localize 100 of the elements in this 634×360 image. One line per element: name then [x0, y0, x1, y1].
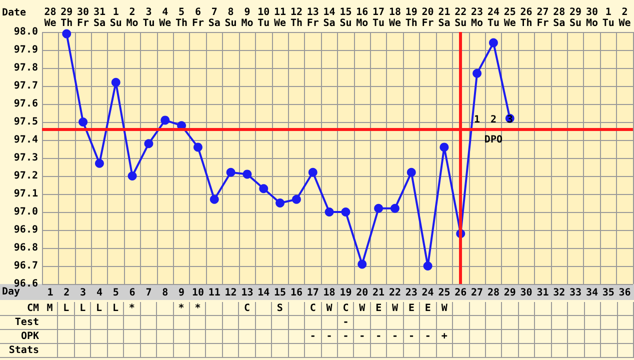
point	[128, 172, 137, 180]
x2-tick-label: 27	[471, 288, 484, 298]
category-label: Test	[14, 317, 39, 328]
x2-tick-label: 31	[536, 288, 549, 298]
point	[358, 260, 367, 269]
point	[210, 194, 219, 204]
x-tick-label: 22 Su	[454, 7, 467, 29]
point	[440, 142, 449, 152]
x2-tick-label: 2	[64, 288, 70, 298]
x2-tick-label: 35	[602, 288, 614, 298]
y-tick-label: 97.1	[14, 188, 38, 200]
text: L	[96, 303, 102, 314]
text: E	[376, 303, 382, 314]
annotation: 2	[490, 114, 496, 126]
x2-tick-label: 6	[129, 288, 136, 298]
x-tick-label: 29 Su	[570, 7, 582, 29]
y-tick-label: 97.2	[14, 170, 38, 182]
text: W	[441, 303, 448, 314]
x-tick-label: 28 We	[44, 7, 56, 29]
point	[94, 158, 104, 168]
x2-tick-label: 21	[372, 288, 385, 298]
point	[472, 68, 482, 78]
text: *	[194, 303, 201, 314]
x2-tick-label: 10	[192, 288, 204, 298]
x-tick-label: 10 Tu	[258, 7, 270, 29]
y-tick-label: 97.7	[14, 80, 38, 92]
x2-tick-label: 7	[146, 288, 152, 298]
x2-tick-label: 3	[80, 288, 86, 298]
x-tick-label: 26 Th	[520, 7, 532, 29]
text: -	[310, 331, 316, 342]
y-tick-label: 97.6	[14, 98, 38, 110]
x-tick-label: 13 Fr	[306, 7, 319, 29]
text: C	[342, 303, 349, 314]
x2-tick-label: 16	[290, 288, 302, 298]
category-label: CM	[26, 303, 39, 314]
x-tick-label: 3 Tu	[142, 7, 155, 29]
x-tick-label: 9 Mo	[241, 7, 254, 29]
text: -	[326, 331, 332, 342]
x2-tick-label: 23	[405, 288, 418, 298]
category-label: Stats	[8, 345, 39, 356]
text: -	[359, 331, 366, 342]
x2-tick-label: 20	[356, 288, 368, 298]
text: L	[112, 303, 118, 314]
x2-tick-label: 18	[323, 288, 336, 298]
text: M	[46, 303, 53, 314]
category-label: OPK	[20, 331, 39, 342]
annotation: 3	[506, 114, 513, 126]
point	[144, 139, 154, 148]
text: W	[326, 303, 332, 314]
point	[160, 116, 170, 125]
x-tick-label: 14 Sa	[323, 7, 336, 29]
x-tick-label: 20 Fr	[422, 7, 434, 29]
x-tick-label: 18 We	[388, 7, 401, 29]
x2-tick-label: 4	[96, 288, 102, 298]
x-tick-label: 1 Tu	[602, 7, 614, 29]
x-tick-label: 2 Mo	[126, 7, 138, 29]
point	[193, 142, 202, 152]
text: -	[408, 331, 414, 342]
x-tick-label: 28 Sa	[553, 7, 566, 29]
x-tick-label: 30 Fr	[77, 7, 90, 29]
x2-tick-label: 25	[438, 288, 450, 298]
x-tick-label: 30 Mo	[586, 7, 598, 29]
x-axis-title: Date	[2, 8, 26, 18]
x2-axis-title: Day	[2, 286, 20, 298]
x2-tick-label: 15	[274, 288, 286, 298]
x-tick-label: 17 Tu	[372, 7, 385, 29]
point	[341, 208, 350, 216]
point	[259, 184, 268, 194]
point	[406, 168, 416, 177]
text: S	[276, 303, 283, 314]
text: W	[392, 303, 398, 314]
y-tick-label: 96.9	[14, 224, 38, 236]
text: -	[392, 331, 398, 342]
x2-tick-label: 17	[306, 288, 319, 298]
x-tick-label: 7 Sa	[208, 7, 220, 29]
x-tick-label: 4 We	[159, 7, 172, 29]
y-tick-label: 97.3	[14, 152, 38, 164]
x2-tick-label: 30	[520, 288, 532, 298]
point	[308, 168, 318, 177]
x-tick-label: 23 Mo	[471, 7, 484, 29]
x-tick-label: 12 Th	[290, 7, 302, 29]
x2-tick-label: 14	[258, 288, 270, 298]
y-tick-label: 96.8	[14, 242, 38, 254]
point	[242, 170, 252, 179]
point	[324, 208, 334, 216]
text: E	[424, 303, 431, 314]
text: -	[342, 317, 349, 328]
point	[111, 78, 120, 87]
text: E	[408, 303, 414, 314]
x2-tick-label: 34	[586, 288, 598, 298]
x2-tick-label: 12	[224, 288, 237, 298]
point	[276, 198, 285, 208]
point	[423, 262, 432, 270]
x-tick-label: 25 We	[504, 7, 516, 29]
x-tick-label: 5 Th	[176, 7, 188, 29]
y-tick-label: 97.9	[14, 44, 38, 56]
x2-tick-label: 22	[388, 288, 401, 298]
x-tick-label: 6 Fr	[192, 7, 204, 29]
x2-tick-label: 1	[47, 288, 54, 298]
text: +	[441, 331, 448, 342]
